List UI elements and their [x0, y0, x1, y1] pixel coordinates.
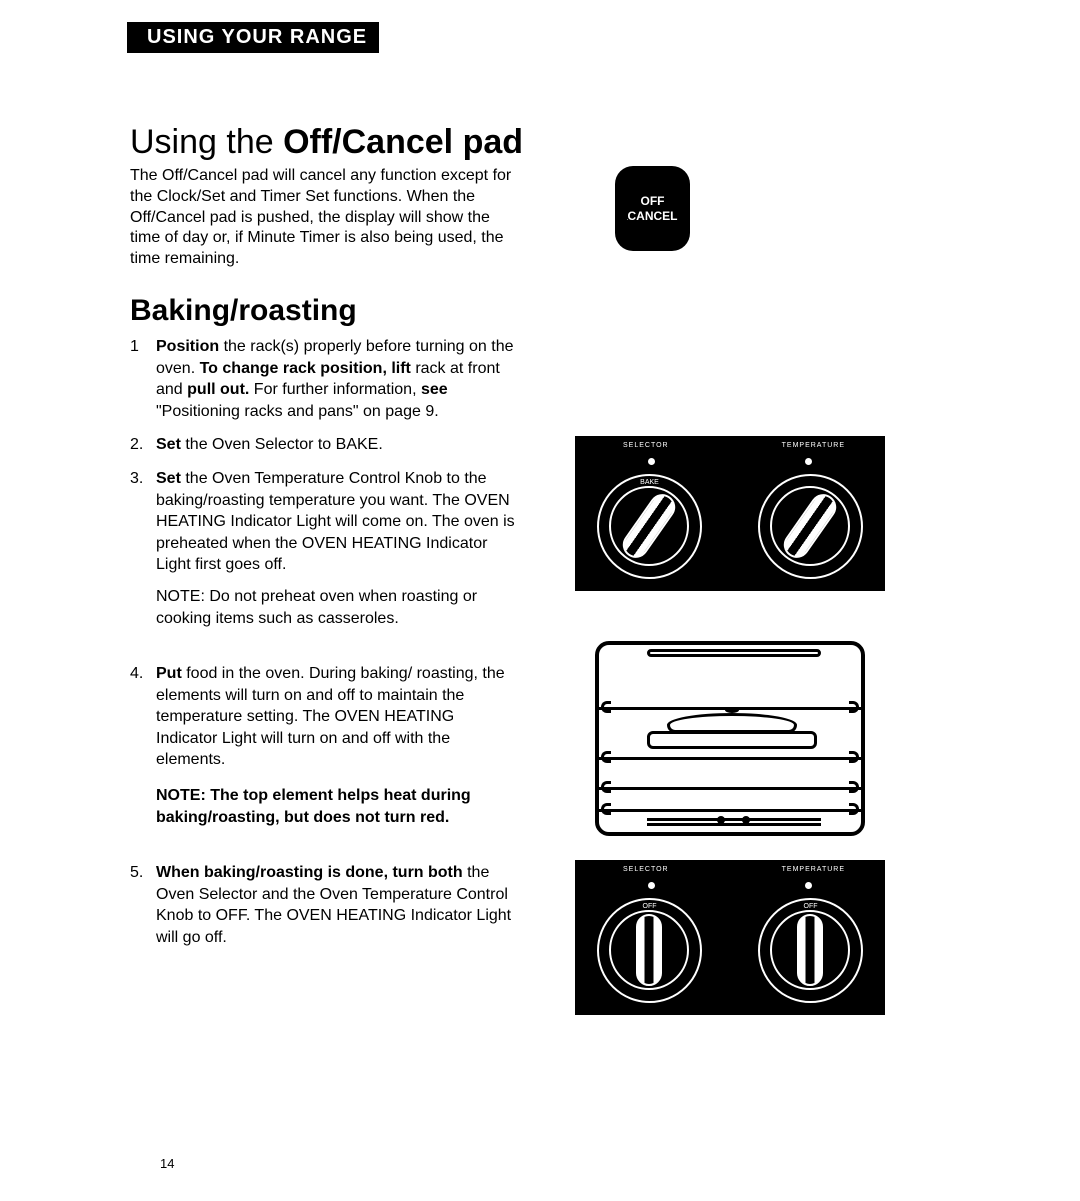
step-body: Set the Oven Temperature Control Knob to… — [156, 468, 515, 629]
temperature-label: TEMPERATURE — [782, 442, 845, 449]
page-number: 14 — [160, 1156, 174, 1171]
oven-outer — [595, 641, 865, 836]
knob-pointer — [636, 914, 662, 986]
knob-pointer — [797, 914, 823, 986]
indicator-dot-left — [648, 882, 655, 889]
section1-img: OFF CANCEL — [575, 166, 950, 251]
indicator-dot-right — [805, 882, 812, 889]
step-body: Put food in the oven. During baking/ roa… — [156, 663, 515, 828]
step: 2. Set the Oven Selector to BAKE. — [130, 434, 515, 456]
step-body: Set the Oven Selector to BAKE. — [156, 434, 515, 456]
heating-element-bottom — [647, 818, 821, 826]
selector-label: SELECTOR — [623, 866, 669, 873]
step: 3.Set the Oven Temperature Control Knob … — [130, 468, 515, 629]
section2-row: 1Position the rack(s) properly before tu… — [130, 336, 950, 1015]
step-number: 1 — [130, 336, 148, 422]
section1-text: The Off/Cancel pad will cancel any funct… — [130, 166, 515, 270]
step-text-bold: Set — [156, 436, 185, 453]
step-text-bold: pull out. — [187, 381, 254, 398]
knob-bake-label: BAKE — [640, 479, 659, 486]
section1-title: Using the Off/Cancel pad — [130, 123, 950, 162]
indicator-dot-left — [648, 458, 655, 465]
step-number: 2. — [130, 434, 148, 456]
temperature-label: TEMPERATURE — [782, 866, 845, 873]
step-note-bold: NOTE: The top element helps heat during … — [156, 785, 515, 828]
control-panel-off: SELECTOR TEMPERATURE OFF OFF — [575, 860, 885, 1015]
header-bar: USING YOUR RANGE — [127, 22, 379, 53]
step-text-bold: Position — [156, 338, 224, 355]
knob-off-label: OFF — [643, 903, 657, 910]
oven-rack — [597, 783, 863, 797]
off-cancel-line1: OFF — [641, 194, 665, 208]
oven-rack — [597, 805, 863, 819]
step-number: 4. — [130, 663, 148, 828]
section1-title-bold: Off/Cancel pad — [283, 123, 523, 161]
step-text: the Oven Selector to BAKE. — [185, 436, 382, 453]
oven-diagram — [595, 641, 865, 836]
step-number: 5. — [130, 862, 148, 948]
step-body: Position the rack(s) properly before tur… — [156, 336, 515, 422]
step-body: When baking/roasting is done, turn both … — [156, 862, 515, 948]
header-title: USING YOUR RANGE — [147, 26, 367, 48]
temperature-knob — [758, 474, 863, 579]
section2-title: Baking/roasting — [130, 294, 950, 328]
step-text: "Positioning racks and pans" on page 9. — [156, 403, 439, 420]
temperature-knob: OFF — [758, 898, 863, 1003]
section1-title-prefix: Using the — [130, 123, 283, 161]
step: 1Position the rack(s) properly before tu… — [130, 336, 515, 422]
step-text-bold: Set — [156, 470, 185, 487]
step-text-bold: see — [421, 381, 448, 398]
step-text: food in the oven. During baking/ roastin… — [156, 665, 505, 768]
heating-element-top — [647, 649, 821, 657]
step: 4.Put food in the oven. During baking/ r… — [130, 663, 515, 828]
section2-img-column: SELECTOR TEMPERATURE BAKE — [575, 336, 950, 1015]
selector-knob: BAKE — [597, 474, 702, 579]
step-text: For further information, — [254, 381, 421, 398]
step-text-bold: When baking/roasting is done, turn both — [156, 864, 467, 881]
selector-knob: OFF — [597, 898, 702, 1003]
page: USING YOUR RANGE Using the Off/Cancel pa… — [0, 0, 1080, 1201]
content: Using the Off/Cancel pad The Off/Cancel … — [130, 123, 950, 1015]
knob-off-label: OFF — [804, 903, 818, 910]
control-panel-bake: SELECTOR TEMPERATURE BAKE — [575, 436, 885, 591]
step-text: the Oven Temperature Control Knob to the… — [156, 470, 515, 573]
step-note: NOTE: Do not preheat oven when roasting … — [156, 586, 515, 629]
indicator-dot-right — [805, 458, 812, 465]
selector-label: SELECTOR — [623, 442, 669, 449]
casserole-dish — [647, 713, 817, 751]
oven-rack — [597, 753, 863, 767]
step-text-bold: Put — [156, 665, 186, 682]
section2-text: 1Position the rack(s) properly before tu… — [130, 336, 515, 961]
steps-list: 1Position the rack(s) properly before tu… — [130, 336, 515, 949]
section1-row: The Off/Cancel pad will cancel any funct… — [130, 166, 950, 270]
step-text-bold: To change rack position, lift — [200, 360, 416, 377]
step-number: 3. — [130, 468, 148, 629]
off-cancel-line2: CANCEL — [628, 209, 678, 223]
step: 5.When baking/roasting is done, turn bot… — [130, 862, 515, 948]
off-cancel-icon: OFF CANCEL — [615, 166, 690, 251]
